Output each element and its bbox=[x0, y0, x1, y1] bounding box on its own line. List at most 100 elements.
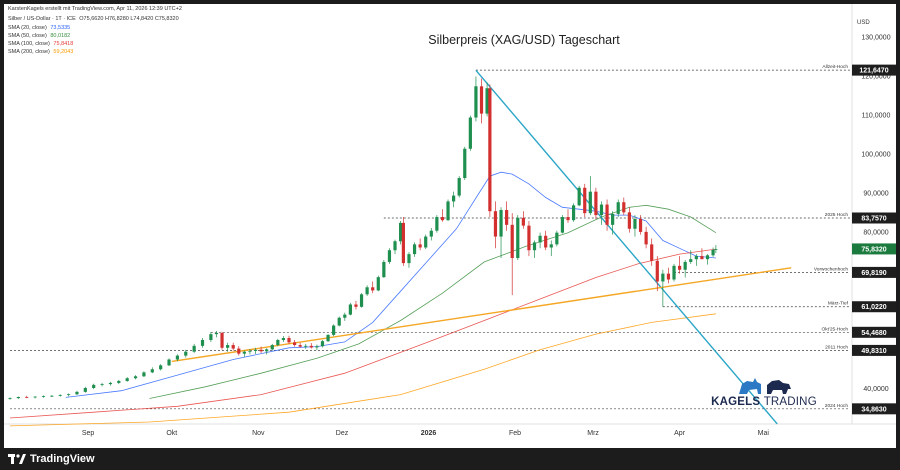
time-tick-label: 2026 bbox=[421, 430, 437, 437]
candle bbox=[270, 343, 274, 351]
candle bbox=[499, 207, 503, 259]
candle bbox=[200, 338, 205, 348]
sma-line bbox=[9, 248, 716, 419]
candle bbox=[452, 191, 456, 208]
candle bbox=[125, 377, 129, 382]
candle bbox=[237, 346, 241, 356]
candle bbox=[418, 238, 422, 251]
candle bbox=[337, 316, 341, 327]
candle bbox=[75, 390, 79, 396]
indicator-label: SMA (200, close) bbox=[8, 49, 50, 55]
price-axis[interactable]: 40,0000 80,0000 90,0000 100,0000 110,0000 120… bbox=[852, 35, 896, 415]
candle bbox=[711, 247, 715, 257]
candle bbox=[605, 199, 609, 231]
tradingview-logo[interactable]: TradingView bbox=[8, 451, 128, 467]
candle bbox=[463, 146, 467, 180]
level-price-tag bbox=[852, 326, 896, 338]
candle bbox=[133, 375, 138, 380]
candle bbox=[41, 395, 46, 398]
candle bbox=[638, 215, 643, 235]
candle bbox=[700, 248, 704, 260]
candle bbox=[505, 201, 509, 231]
indicator-value: 80,0182 bbox=[50, 33, 71, 39]
symbol-name: Silber / US-Dollar · 1T · ICE bbox=[8, 16, 76, 22]
candle bbox=[705, 254, 710, 265]
candle bbox=[332, 324, 336, 337]
candle bbox=[571, 203, 576, 222]
grid-layer bbox=[4, 4, 896, 448]
indicator-value: 75,8418 bbox=[53, 41, 74, 47]
candle bbox=[231, 342, 235, 351]
candle bbox=[429, 227, 433, 241]
time-tick-label: Mai bbox=[758, 430, 770, 437]
candle bbox=[407, 252, 411, 268]
level-label: Vorwochenhoch bbox=[814, 266, 848, 272]
level-label: März-Tief bbox=[828, 301, 849, 307]
sma-line bbox=[149, 204, 717, 399]
candle bbox=[242, 350, 246, 357]
level-price-tag bbox=[852, 64, 896, 76]
candle bbox=[287, 335, 291, 344]
level-label: 2024 Hoch bbox=[825, 403, 849, 409]
candle bbox=[343, 312, 347, 321]
candle bbox=[214, 331, 219, 338]
candle bbox=[16, 396, 20, 399]
candle bbox=[354, 300, 358, 310]
price-tick-label: 110,0000 bbox=[862, 113, 891, 120]
candle bbox=[599, 201, 604, 225]
candle bbox=[683, 259, 687, 278]
candle bbox=[371, 281, 375, 294]
indicator-sma50[interactable]: SMA (50, close) 80,0182 bbox=[8, 33, 72, 39]
candle bbox=[485, 82, 489, 117]
trendline-uptrend bbox=[171, 267, 792, 363]
candle bbox=[253, 347, 258, 355]
level-price-tag bbox=[852, 344, 896, 356]
currency-label: USD bbox=[857, 20, 870, 26]
candle bbox=[516, 215, 520, 260]
candle bbox=[474, 76, 478, 122]
candle bbox=[142, 371, 146, 378]
current-price-value: 75,8320 bbox=[861, 246, 886, 253]
indicator-sma200[interactable]: SMA (200, close) 59,2043 bbox=[8, 49, 75, 55]
price-tick-label: 40,0000 bbox=[863, 386, 888, 393]
candle bbox=[611, 211, 615, 235]
candle bbox=[479, 78, 484, 124]
candle bbox=[192, 343, 196, 353]
candle bbox=[326, 334, 330, 342]
indicator-sma100[interactable]: SMA (100, close) 75,8418 bbox=[8, 41, 75, 47]
candle bbox=[532, 240, 537, 259]
candle bbox=[265, 348, 269, 355]
candle bbox=[689, 250, 693, 264]
candle bbox=[672, 263, 676, 282]
candle bbox=[622, 197, 626, 216]
candle bbox=[309, 343, 313, 349]
candle bbox=[58, 394, 62, 397]
candle bbox=[298, 342, 302, 348]
candle bbox=[167, 358, 171, 367]
time-tick-label: Dez bbox=[336, 430, 349, 437]
candle bbox=[538, 232, 542, 249]
trendline-layer bbox=[171, 69, 792, 425]
bull-bear-icon bbox=[739, 378, 791, 394]
price-chart[interactable]: Allzeit-Hoch 2025 Hoch Vorwochenhoch März-T… bbox=[4, 4, 896, 448]
indicator-sma20[interactable]: SMA (20, close) 73,5335 bbox=[8, 25, 72, 31]
level-price-value: 121,6470 bbox=[859, 68, 888, 75]
candle bbox=[627, 207, 631, 233]
candle bbox=[468, 115, 472, 151]
candle bbox=[108, 381, 113, 386]
candle bbox=[633, 215, 637, 237]
indicator-label: SMA (20, close) bbox=[8, 25, 47, 31]
candle bbox=[555, 230, 559, 247]
current-price-tag bbox=[852, 243, 896, 255]
candle bbox=[544, 230, 548, 251]
candle bbox=[376, 275, 380, 292]
candle bbox=[678, 256, 682, 274]
candles-layer bbox=[8, 76, 718, 400]
price-tick-label: 130,0000 bbox=[861, 35, 890, 42]
candle bbox=[412, 242, 417, 257]
candle bbox=[527, 220, 531, 257]
candle bbox=[175, 354, 179, 362]
level-price-tag bbox=[852, 403, 896, 415]
candle bbox=[694, 254, 698, 266]
time-axis[interactable]: Sep Okt Nov Dez 2026 Feb Mrz Apr Mai bbox=[82, 430, 769, 437]
